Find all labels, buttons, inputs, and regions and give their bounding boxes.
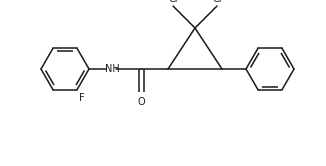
Text: Cl: Cl — [212, 0, 222, 4]
Text: O: O — [137, 97, 145, 107]
Text: F: F — [79, 93, 84, 103]
Text: NH: NH — [105, 64, 119, 74]
Text: Cl: Cl — [168, 0, 178, 4]
